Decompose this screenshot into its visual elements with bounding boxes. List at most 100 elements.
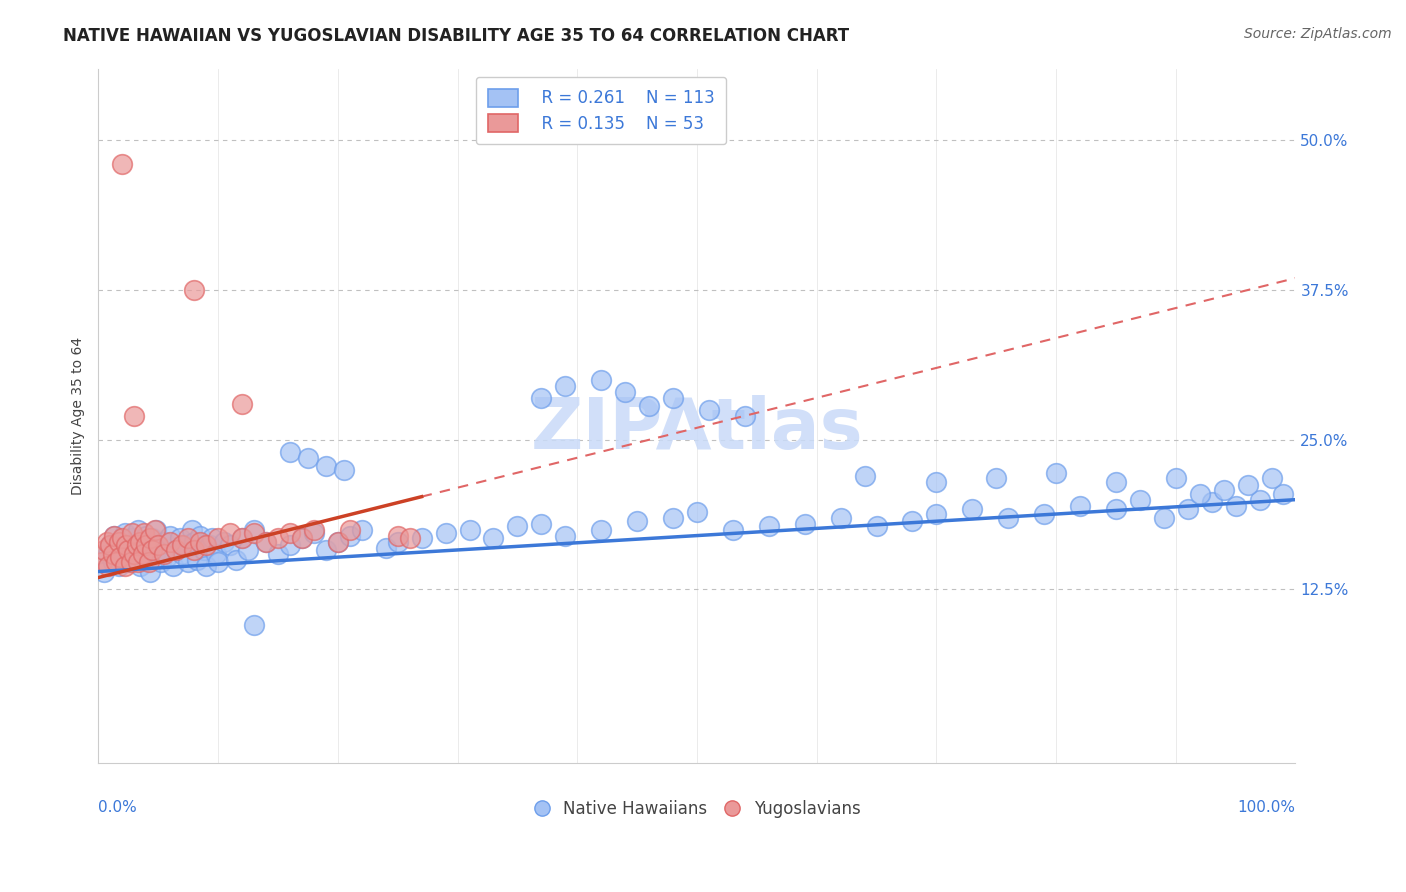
Point [169,531,191,545]
Point [662,510,685,524]
Point [207,531,229,545]
Point [339,528,361,542]
Point [124,547,146,561]
Point [1201,495,1223,509]
Point [107,534,129,549]
Point [278,538,301,552]
Point [173,538,195,552]
Point [177,555,200,569]
Point [120,531,142,545]
Point [662,391,685,405]
Point [107,558,129,573]
Y-axis label: Disability Age 35 to 64: Disability Age 35 to 64 [72,337,86,495]
Point [219,538,242,552]
Point [177,531,200,545]
Point [132,550,155,565]
Point [198,538,221,552]
Point [172,538,194,552]
Point [853,468,876,483]
Point [1225,499,1247,513]
Point [93,565,115,579]
Point [100,538,122,552]
Point [291,531,314,545]
Point [482,531,505,545]
Point [1260,471,1282,485]
Point [734,409,756,423]
Point [554,379,576,393]
Point [135,528,157,542]
Point [186,552,208,566]
Point [254,534,277,549]
Text: Source: ZipAtlas.com: Source: ZipAtlas.com [1244,27,1392,41]
Point [686,505,709,519]
Point [997,510,1019,524]
Point [115,538,138,552]
Point [554,528,576,542]
Point [127,555,149,569]
Point [1188,486,1211,500]
Point [243,618,266,632]
Point [145,523,167,537]
Point [193,543,215,558]
Point [212,534,235,549]
Point [195,558,218,573]
Point [530,391,553,405]
Point [243,523,266,537]
Point [101,555,124,569]
Point [141,531,163,545]
Point [165,543,187,558]
Point [638,399,661,413]
Point [1105,475,1128,489]
Point [236,543,259,558]
Point [132,547,155,561]
Point [138,543,160,558]
Point [1236,478,1258,492]
Point [127,523,149,537]
Point [103,528,125,542]
Point [148,538,170,552]
Point [339,523,361,537]
Text: 0.0%: 0.0% [98,800,138,814]
Point [830,510,852,524]
Point [93,543,115,558]
Point [183,543,205,558]
Point [530,516,553,531]
Point [204,547,226,561]
Point [101,547,124,561]
Point [721,523,744,537]
Point [219,526,242,541]
Point [1164,471,1187,485]
Point [159,534,181,549]
Point [398,531,420,545]
Point [758,519,780,533]
Point [231,397,253,411]
Point [141,543,163,558]
Point [153,547,176,561]
Point [125,552,148,566]
Point [125,538,148,552]
Point [165,543,187,558]
Point [302,523,325,537]
Point [614,384,637,399]
Text: ZIPAtlas: ZIPAtlas [530,395,863,464]
Point [387,534,409,549]
Point [278,526,301,541]
Point [111,157,134,171]
Point [1272,486,1295,500]
Text: NATIVE HAWAIIAN VS YUGOSLAVIAN DISABILITY AGE 35 TO 64 CORRELATION CHART: NATIVE HAWAIIAN VS YUGOSLAVIAN DISABILIT… [63,27,849,45]
Point [159,528,181,542]
Point [411,531,433,545]
Point [108,550,131,565]
Point [97,547,120,561]
Point [124,409,146,423]
Point [201,531,224,545]
Point [120,555,142,569]
Point [111,552,134,566]
Legend: Native Hawaiians, Yugoslavians: Native Hawaiians, Yugoslavians [526,793,868,824]
Point [105,555,128,569]
Point [115,541,138,555]
Point [132,526,155,541]
Point [135,538,157,552]
Point [626,514,648,528]
Point [207,555,229,569]
